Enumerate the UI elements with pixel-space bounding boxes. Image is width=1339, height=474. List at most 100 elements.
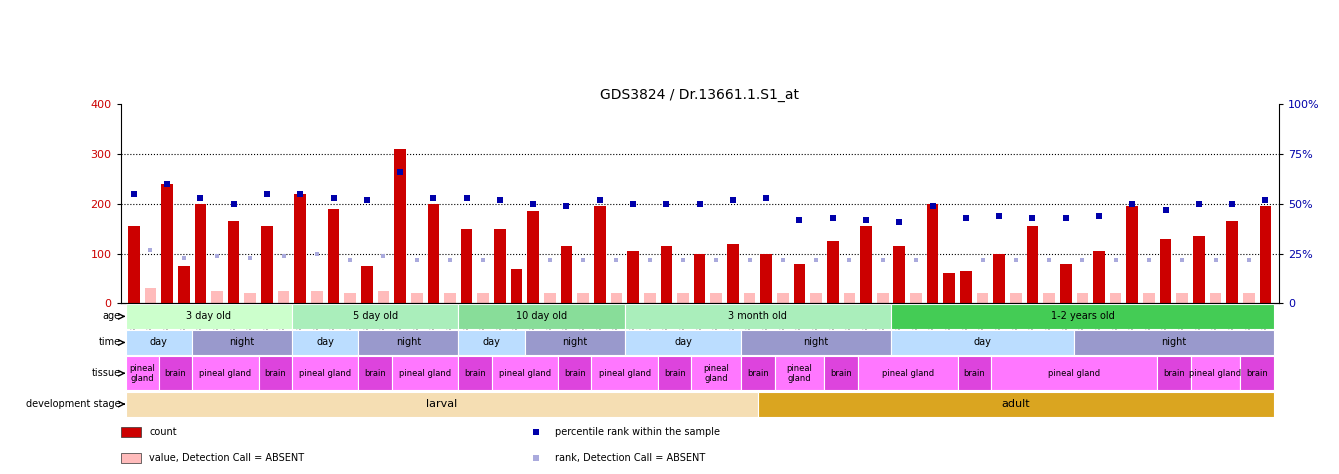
Text: brain: brain [364,369,386,378]
Bar [625,304,890,329]
Text: night: night [562,337,588,347]
Bar [1077,293,1089,303]
Bar [1260,206,1271,303]
Bar [458,330,525,355]
Bar [212,291,222,303]
Text: tissue: tissue [91,368,121,378]
Bar [877,293,889,303]
Bar [1110,293,1122,303]
Bar [644,293,656,303]
Bar [976,293,988,303]
Bar [625,330,742,355]
Bar [427,204,439,303]
Bar [758,392,1273,417]
Bar [611,293,623,303]
Bar [944,273,955,303]
Text: age: age [102,311,121,321]
Text: pineal gland: pineal gland [499,369,550,378]
Bar [292,304,458,329]
Bar [577,293,589,303]
Bar [592,356,657,391]
Bar [1240,356,1273,391]
Text: night: night [1161,337,1186,347]
Text: value, Detection Call = ABSENT: value, Detection Call = ABSENT [150,453,304,463]
Bar [1193,236,1205,303]
Text: day: day [973,337,991,347]
Text: time: time [98,337,121,347]
Text: day: day [316,337,335,347]
Bar [691,356,742,391]
Text: percentile rank within the sample: percentile rank within the sample [554,427,720,437]
Bar [561,246,572,303]
Text: pineal
gland: pineal gland [129,364,155,383]
Bar [528,211,540,303]
Text: brain: brain [830,369,852,378]
Bar [311,291,323,303]
Text: 1-2 years old: 1-2 years old [1051,311,1114,321]
Text: brain: brain [1164,369,1185,378]
Bar [228,221,240,303]
Text: brain: brain [465,369,486,378]
Bar [359,330,458,355]
Bar [777,293,789,303]
Text: pineal gland: pineal gland [1189,369,1241,378]
Bar [890,304,1273,329]
Bar [994,254,1006,303]
Bar [742,356,774,391]
Bar [1243,293,1255,303]
Bar [328,209,339,303]
Text: pineal gland: pineal gland [599,369,651,378]
Bar [810,293,822,303]
Bar [491,356,558,391]
Bar [694,254,706,303]
Bar [595,206,605,303]
Bar [727,244,739,303]
Text: pineal gland: pineal gland [200,369,252,378]
Bar [828,241,838,303]
Text: 10 day old: 10 day old [516,311,568,321]
Bar [159,356,191,391]
Bar [478,293,489,303]
Bar [126,330,191,355]
Bar [261,226,273,303]
Bar [1126,206,1138,303]
Bar [1160,239,1172,303]
Bar [191,356,258,391]
Text: day: day [150,337,167,347]
Bar [178,266,190,303]
Bar [292,356,359,391]
Bar [774,356,825,391]
Bar [1177,293,1188,303]
Bar [445,293,455,303]
Text: adult: adult [1002,399,1030,409]
Bar [711,293,722,303]
Text: night: night [803,337,829,347]
Text: brain: brain [165,369,186,378]
Bar [461,229,473,303]
Bar [258,356,292,391]
Bar [657,356,691,391]
Bar [362,266,372,303]
Text: night: night [229,337,254,347]
Bar [121,453,142,463]
Bar [292,330,359,355]
Bar [510,268,522,303]
Bar [245,293,256,303]
Bar [121,427,142,437]
Bar [129,226,139,303]
Text: day: day [674,337,692,347]
Text: brain: brain [1247,369,1268,378]
Bar [1027,226,1038,303]
Bar [960,271,972,303]
Text: count: count [150,427,177,437]
Bar [544,293,556,303]
Text: brain: brain [564,369,585,378]
Bar [742,330,890,355]
Bar [1060,264,1071,303]
Text: pineal
gland: pineal gland [786,364,813,383]
Bar [1043,293,1055,303]
Bar [126,304,292,329]
Bar [825,356,858,391]
Text: pineal gland: pineal gland [299,369,351,378]
Bar [957,356,991,391]
